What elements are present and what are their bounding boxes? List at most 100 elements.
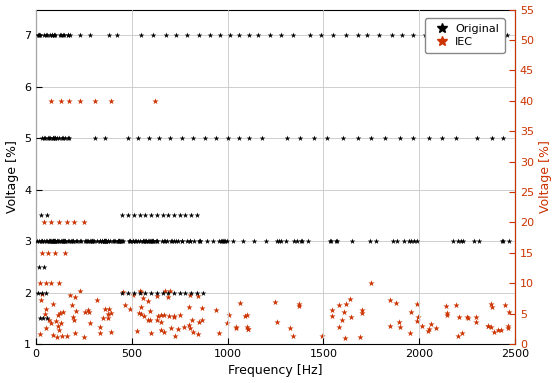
Point xyxy=(45,238,54,244)
Point xyxy=(356,334,365,340)
Point xyxy=(220,238,229,244)
Point xyxy=(57,32,66,38)
Point xyxy=(474,32,483,38)
Point xyxy=(130,238,139,244)
Point xyxy=(177,238,186,244)
Point xyxy=(33,238,42,244)
Point xyxy=(238,238,247,244)
Point xyxy=(424,328,433,334)
Point xyxy=(137,304,146,310)
Point xyxy=(242,324,251,330)
Point xyxy=(47,32,56,38)
Point xyxy=(505,238,514,244)
Point xyxy=(64,98,73,104)
Point xyxy=(133,135,142,141)
Point xyxy=(195,238,204,244)
Point xyxy=(115,238,124,244)
Point xyxy=(498,238,507,244)
Point xyxy=(347,314,355,321)
Point xyxy=(144,317,153,323)
Point xyxy=(100,238,109,244)
Point xyxy=(59,238,68,244)
Point xyxy=(113,238,122,244)
Point xyxy=(55,280,64,286)
Point xyxy=(123,135,132,141)
Point xyxy=(125,306,134,313)
Point xyxy=(104,32,113,38)
Point xyxy=(50,32,59,38)
Point xyxy=(243,313,252,319)
Point xyxy=(145,238,153,244)
Point xyxy=(42,32,51,38)
Point xyxy=(158,212,167,218)
Point xyxy=(68,238,77,244)
Point xyxy=(126,238,135,244)
Point xyxy=(42,32,51,38)
Point xyxy=(148,238,157,244)
Point xyxy=(65,32,74,38)
Point xyxy=(96,330,105,336)
Point xyxy=(471,314,480,320)
Point xyxy=(158,290,167,296)
Point xyxy=(388,32,397,38)
Point xyxy=(55,32,64,38)
Point xyxy=(285,325,294,331)
Point xyxy=(406,238,415,244)
Point xyxy=(37,250,46,256)
Point xyxy=(503,322,512,329)
Point xyxy=(98,238,107,244)
Point xyxy=(100,238,109,244)
Point xyxy=(142,238,151,244)
Point xyxy=(189,135,198,141)
Point xyxy=(35,32,44,38)
Point xyxy=(160,329,169,335)
Point xyxy=(171,32,180,38)
Point xyxy=(275,238,283,244)
Point xyxy=(317,32,326,38)
Point xyxy=(62,332,71,339)
Point xyxy=(135,290,144,296)
Point xyxy=(164,290,173,296)
Point xyxy=(137,289,146,295)
Point xyxy=(58,238,67,244)
Point xyxy=(37,297,46,303)
Point xyxy=(499,135,508,141)
Point xyxy=(397,32,406,38)
Point xyxy=(103,238,112,244)
Point xyxy=(218,238,227,244)
Point xyxy=(152,293,161,299)
Point xyxy=(487,301,496,307)
Point xyxy=(347,238,356,244)
Point xyxy=(49,332,57,338)
Point xyxy=(157,327,166,333)
Point xyxy=(61,135,70,141)
Point xyxy=(71,238,80,244)
Point xyxy=(36,280,45,286)
Point xyxy=(104,238,113,244)
Point xyxy=(185,238,194,244)
Point xyxy=(353,32,362,38)
Point xyxy=(396,324,405,330)
Point xyxy=(198,290,207,296)
Point xyxy=(391,300,400,306)
Point xyxy=(84,307,93,313)
Point xyxy=(306,32,315,38)
Point xyxy=(386,296,395,303)
Point xyxy=(206,32,215,38)
Point xyxy=(309,135,318,141)
Point xyxy=(96,238,105,244)
Point xyxy=(99,238,108,244)
Point xyxy=(167,238,176,244)
Point xyxy=(88,238,97,244)
Point xyxy=(136,238,145,244)
Point xyxy=(50,238,59,244)
Point xyxy=(52,238,61,244)
Point xyxy=(474,238,483,244)
Point xyxy=(35,238,44,244)
Point xyxy=(35,32,44,38)
Point xyxy=(100,238,109,244)
Point xyxy=(166,135,175,141)
Point xyxy=(44,317,53,323)
Point xyxy=(44,238,53,244)
Point xyxy=(152,317,161,323)
